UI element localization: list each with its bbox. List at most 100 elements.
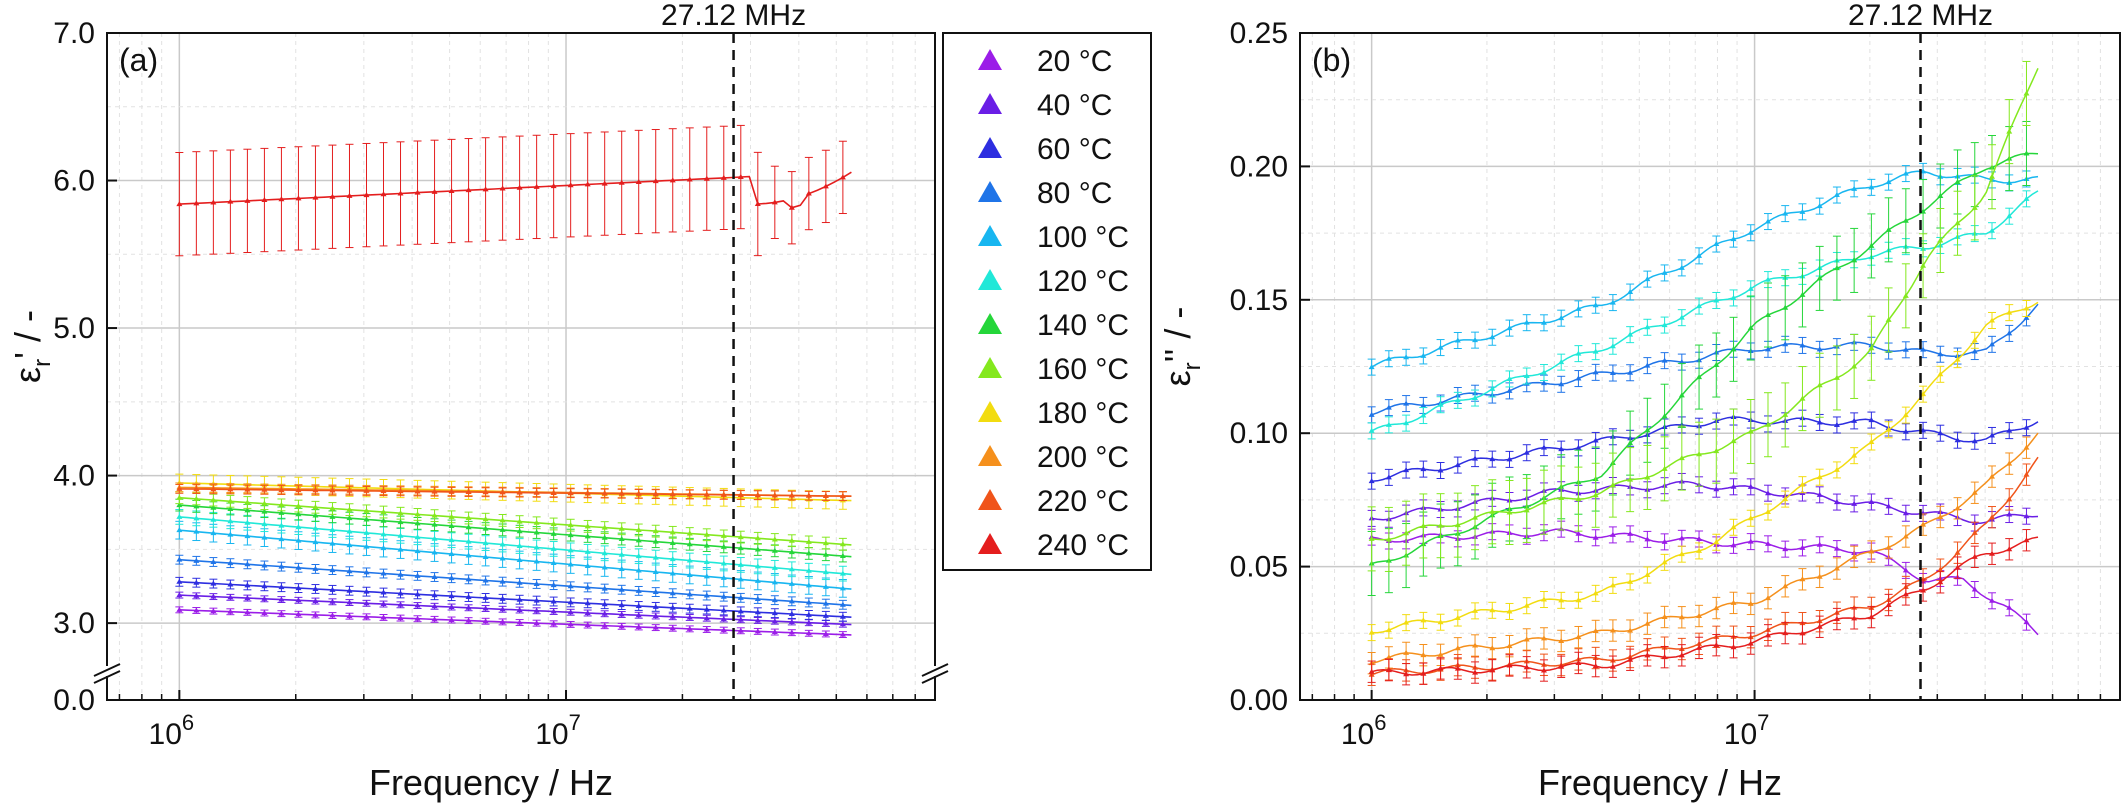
panel-a-marker xyxy=(448,575,455,581)
panel-b-series-line xyxy=(1371,190,2039,432)
panel-a-marker xyxy=(533,183,540,189)
panel-b-series-11 xyxy=(1367,529,2039,686)
panel-a-marker xyxy=(720,543,727,549)
panel-a-marker xyxy=(363,507,370,513)
panel-a-y-tick-label: 3.0 xyxy=(53,607,95,640)
panel-a-marker xyxy=(261,610,268,616)
panel-a-marker xyxy=(278,196,285,202)
panel-a-series-3 xyxy=(175,554,852,610)
panel-a-marker xyxy=(346,528,353,534)
panel-a-marker xyxy=(448,488,455,494)
panel-a-marker xyxy=(703,531,710,537)
panel-a-marker xyxy=(516,557,523,563)
panel-a-marker xyxy=(737,534,744,540)
panel-a-series-5 xyxy=(175,509,852,582)
panel-a-marker xyxy=(703,626,710,632)
panel-a-marker xyxy=(261,562,268,568)
panel-a-marker xyxy=(618,586,625,592)
panel-a-marker xyxy=(414,534,421,540)
panel-a-marker xyxy=(244,609,251,615)
panel-a-series-10 xyxy=(175,483,852,502)
legend-item-5: 120 °C xyxy=(978,265,1129,298)
panel-a-marker xyxy=(465,515,472,521)
legend-marker xyxy=(978,49,1002,70)
panel-a-marker xyxy=(618,525,625,531)
panel-a-marker xyxy=(720,593,727,599)
panel-a-marker xyxy=(550,582,557,588)
panel-b-x-axis-title: Frequency / Hz xyxy=(1538,762,1782,803)
legend-label: 160 °C xyxy=(1037,353,1129,386)
panel-a-marker xyxy=(465,576,472,582)
panel-a-marker xyxy=(227,486,234,492)
panel-a-marker xyxy=(227,498,234,504)
panel-a-marker xyxy=(193,557,200,563)
panel-a-marker xyxy=(567,547,574,553)
panel-a-marker xyxy=(397,590,404,596)
panel-a-marker xyxy=(669,556,676,562)
legend-label: 200 °C xyxy=(1037,441,1129,474)
panel-a-marker xyxy=(431,549,438,555)
panel-a-marker xyxy=(788,629,795,635)
panel-a-marker xyxy=(822,600,829,606)
panel-b-y-axis-title: εr'' / - xyxy=(1157,307,1206,387)
panel-a-marker xyxy=(584,584,591,590)
panel-a-marker xyxy=(805,611,812,617)
panel-a-marker xyxy=(516,489,523,495)
panel-a-marker xyxy=(516,619,523,625)
panel-a-marker xyxy=(737,492,744,498)
panel-a-marker xyxy=(499,541,506,547)
panel-a-marker xyxy=(380,589,387,595)
panel-a-marker xyxy=(839,493,846,499)
panel-a-marker xyxy=(567,561,574,567)
panel-a-marker xyxy=(754,596,761,602)
legend-label: 20 °C xyxy=(1037,45,1112,78)
panel-a-marker xyxy=(312,504,319,510)
panel-a-marker xyxy=(652,491,659,497)
panel-a-marker xyxy=(397,615,404,621)
panel-a-marker xyxy=(414,572,421,578)
panel-a-marker xyxy=(754,609,761,615)
panel-a-marker xyxy=(312,512,319,518)
legend-label: 40 °C xyxy=(1037,89,1112,122)
panel-a-marker xyxy=(210,593,217,599)
panel-a-marker xyxy=(754,200,761,206)
panel-a-x-tick-label: 106 xyxy=(149,710,195,751)
panel-a-marker xyxy=(533,607,540,613)
panel-a-marker xyxy=(295,503,302,509)
panel-a-marker xyxy=(261,595,268,601)
panel-a-marker xyxy=(397,532,404,538)
panel-a-marker xyxy=(550,183,557,189)
panel-b-tag: (b) xyxy=(1312,42,1351,78)
panel-a-marker xyxy=(431,188,438,194)
panel-a-marker xyxy=(652,538,659,544)
panel-a-marker xyxy=(295,487,302,493)
legend-label: 60 °C xyxy=(1037,133,1112,166)
panel-a-marker xyxy=(295,195,302,201)
legend-marker xyxy=(978,401,1002,422)
panel-a-marker xyxy=(397,571,404,577)
legend-marker xyxy=(978,489,1002,510)
panel-a-marker xyxy=(686,176,693,182)
panel-a-marker xyxy=(839,174,846,180)
panel-a-marker xyxy=(754,546,761,552)
panel-b-series-line xyxy=(1371,416,2039,482)
panel-a-marker xyxy=(567,182,574,188)
panel-a-marker xyxy=(346,542,353,548)
panel-a-marker xyxy=(278,536,285,542)
panel-a-marker xyxy=(312,539,319,545)
legend-item-7: 160 °C xyxy=(978,353,1129,386)
panel-a-marker xyxy=(771,629,778,635)
panel-a-break-mark-left xyxy=(93,670,121,684)
panel-a-marker xyxy=(431,592,438,598)
panel-a-marker xyxy=(431,574,438,580)
panel-a-series-1 xyxy=(175,591,852,628)
panel-a-series-6 xyxy=(175,498,852,563)
panel-a-marker xyxy=(601,550,608,556)
panel-a-marker xyxy=(754,628,761,634)
panel-a-marker xyxy=(703,606,710,612)
panel-a-marker xyxy=(516,579,523,585)
panel-a-marker xyxy=(346,192,353,198)
panel-b-series-line xyxy=(1371,456,2039,676)
panel-a-marker xyxy=(669,177,676,183)
panel-a-marker xyxy=(227,608,234,614)
